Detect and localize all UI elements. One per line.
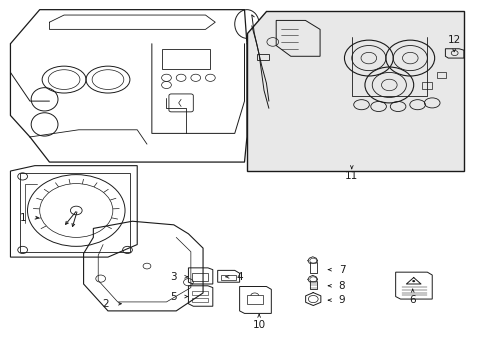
Bar [246, 296, 263, 304]
Text: 2: 2 [102, 299, 109, 309]
Text: 12: 12 [447, 35, 460, 45]
Bar [422, 82, 431, 89]
Text: 7: 7 [338, 265, 345, 275]
Bar [161, 49, 210, 69]
Text: 10: 10 [252, 320, 265, 330]
Circle shape [411, 280, 414, 282]
Text: 1: 1 [20, 213, 26, 222]
Text: 8: 8 [338, 281, 345, 291]
Text: 4: 4 [236, 272, 243, 282]
Text: 5: 5 [170, 292, 177, 302]
Text: 3: 3 [170, 272, 177, 282]
Text: 6: 6 [408, 295, 415, 305]
Bar [192, 298, 208, 302]
Bar [221, 275, 235, 280]
Polygon shape [246, 12, 463, 171]
Bar [192, 291, 208, 296]
Text: 11: 11 [345, 171, 358, 181]
Bar [192, 273, 208, 281]
Bar [256, 54, 268, 60]
Bar [436, 72, 445, 78]
Text: 9: 9 [338, 295, 345, 305]
